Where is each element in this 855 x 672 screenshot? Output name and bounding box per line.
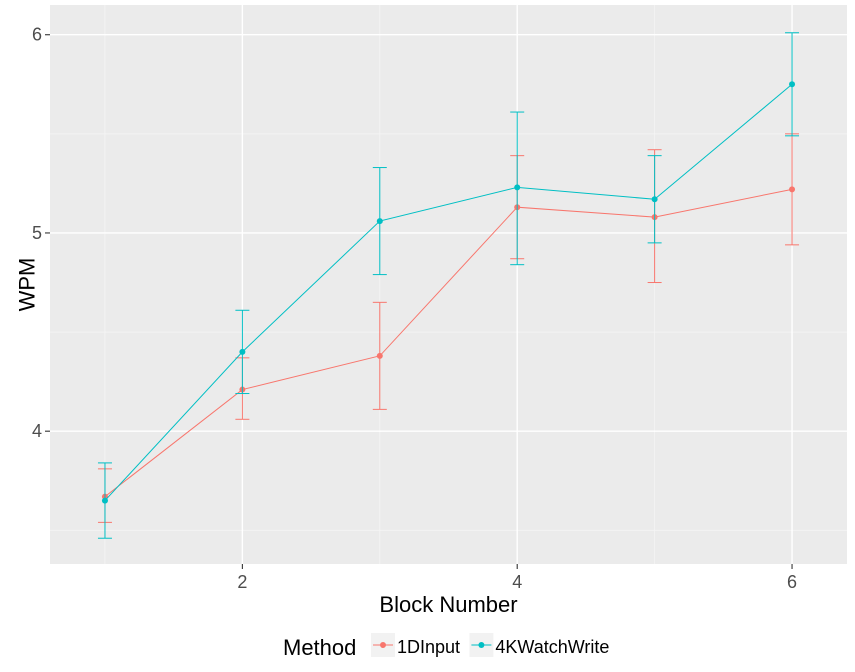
legend-title: Method (283, 635, 356, 660)
data-point (789, 186, 796, 193)
series-layer (97, 32, 800, 539)
legend-item-1DInput: 1DInput (371, 633, 460, 657)
series-line (104, 188, 793, 497)
data-point (789, 81, 796, 88)
legend-label: 1DInput (397, 637, 460, 657)
axes-layer: 2 4 6 4 5 6 (32, 25, 797, 592)
y-tick-label: 4 (32, 421, 42, 441)
data-point (239, 348, 246, 355)
grid-major (50, 5, 847, 564)
legend-label: 4KWatchWrite (495, 637, 609, 657)
legend: Method 1DInput 4KWatchWrite (283, 633, 609, 660)
grid-minor (50, 5, 847, 564)
y-tick-label: 6 (32, 25, 42, 45)
series-line (104, 83, 793, 501)
legend-key-point (380, 642, 386, 648)
data-point (101, 497, 108, 504)
x-tick-label: 6 (787, 572, 797, 592)
data-point (376, 218, 383, 225)
legend-item-4KWatchWrite: 4KWatchWrite (469, 633, 609, 657)
x-tick-label: 4 (512, 572, 522, 592)
data-point (651, 196, 658, 203)
series-4KWatchWrite (97, 32, 800, 539)
y-axis-title: WPM (15, 258, 40, 312)
x-axis-title: Block Number (379, 592, 517, 617)
plot-panel (50, 5, 847, 564)
data-point (376, 352, 383, 359)
x-tick-label: 2 (237, 572, 247, 592)
legend-key-point (478, 642, 485, 648)
data-point (514, 184, 521, 191)
y-tick-label: 5 (32, 223, 42, 243)
